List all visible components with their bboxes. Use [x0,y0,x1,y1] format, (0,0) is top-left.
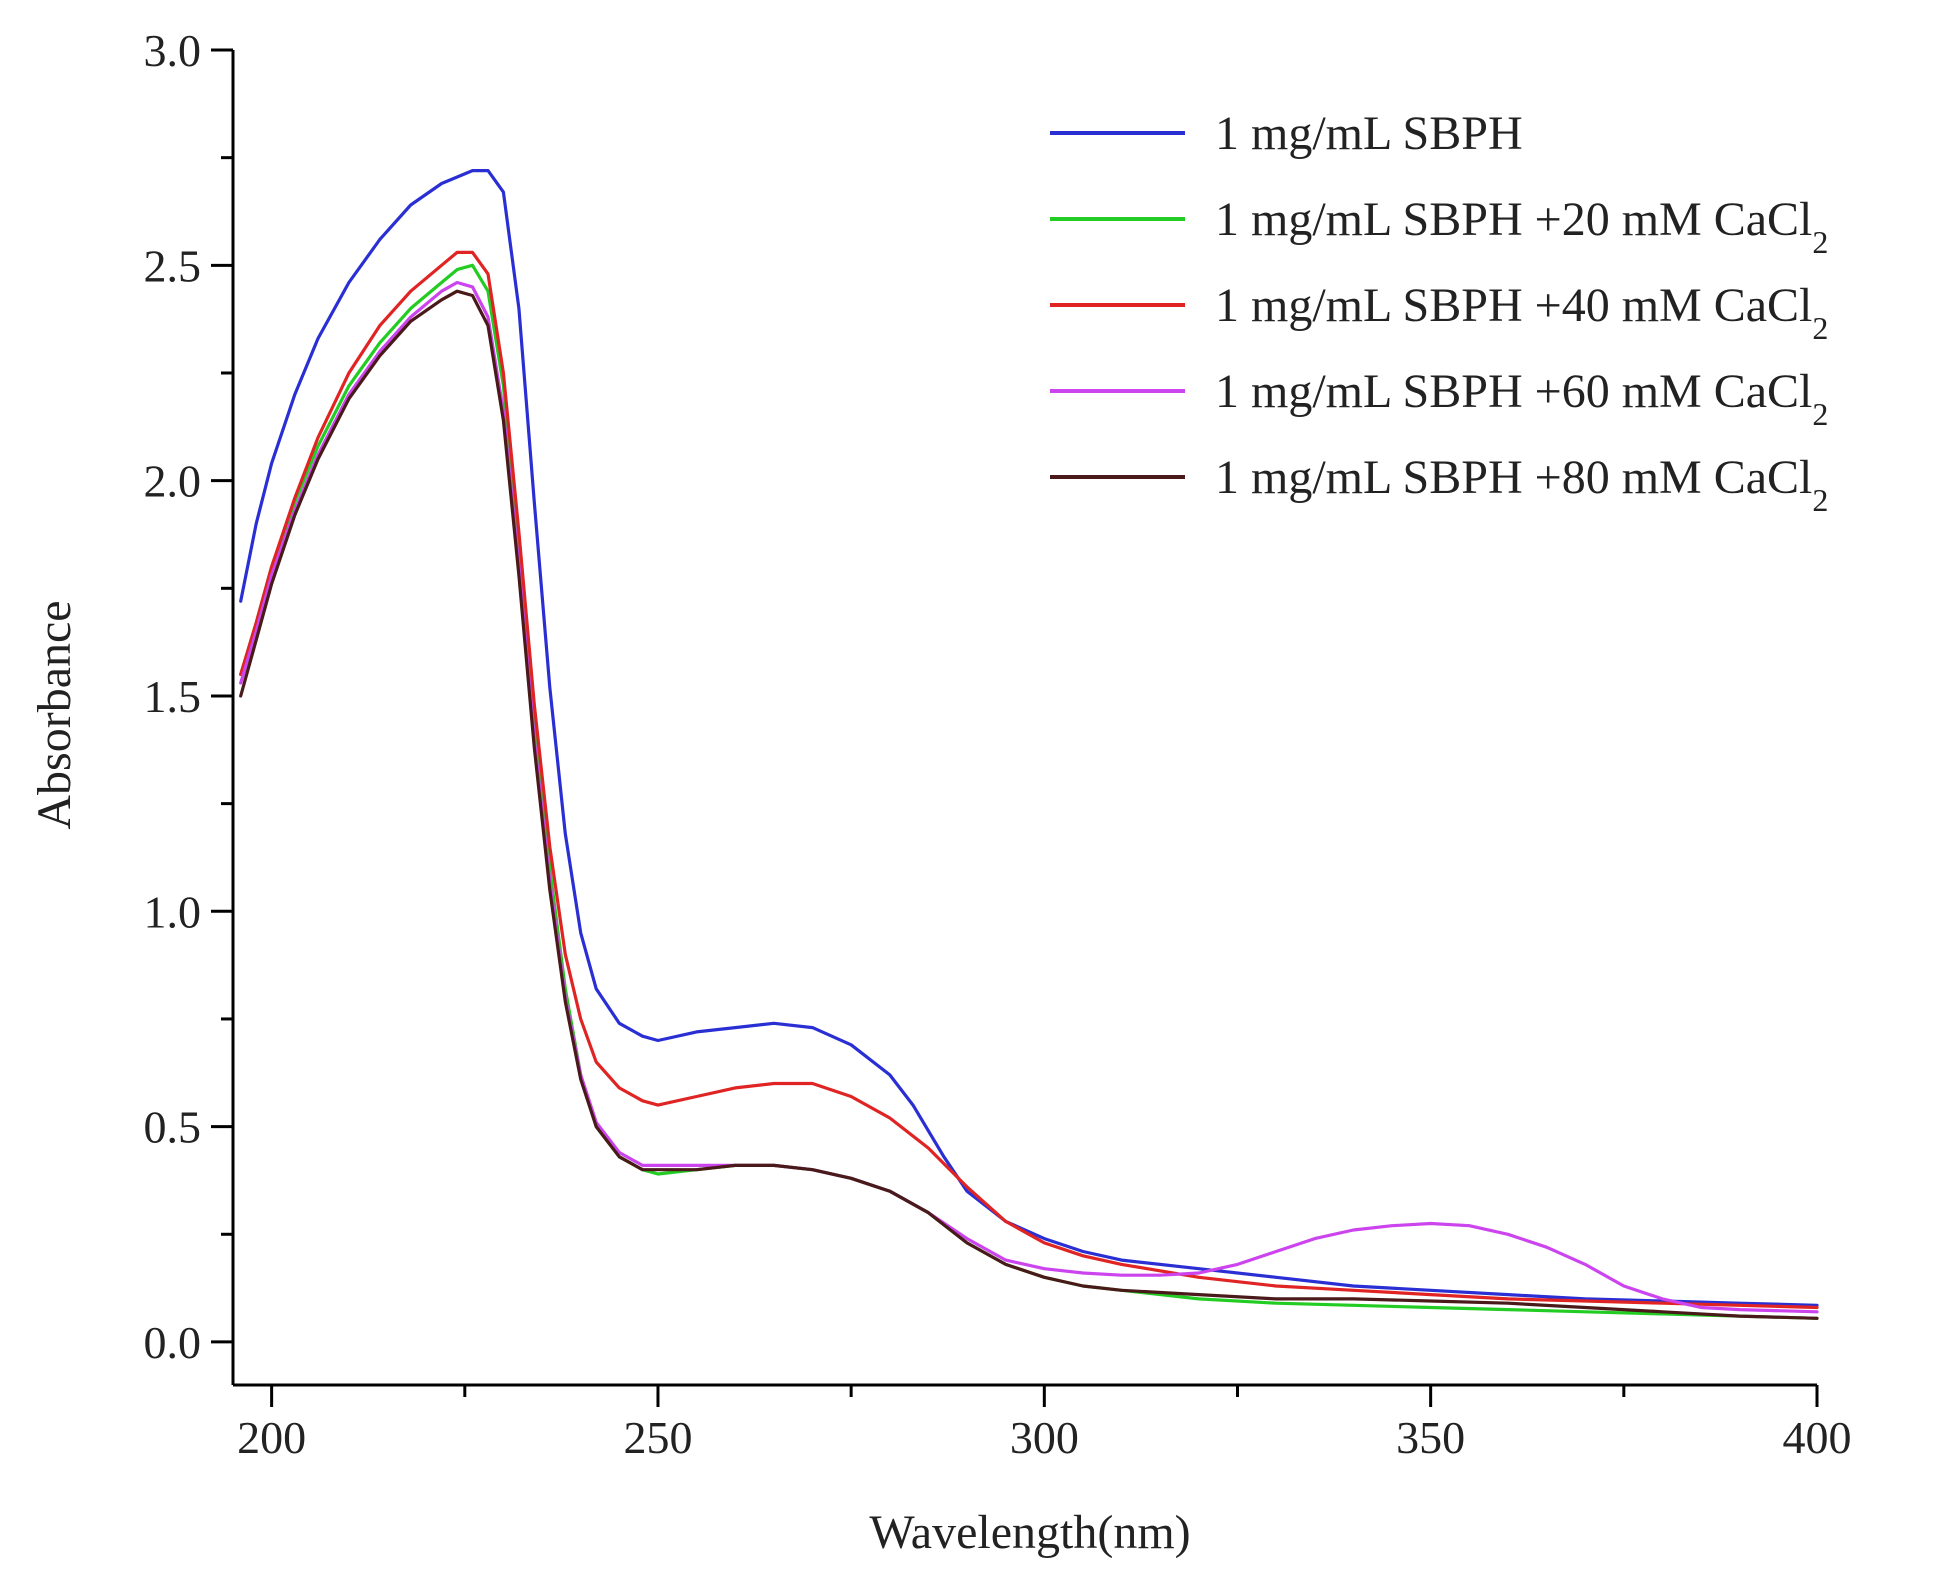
legend-label-4: 1 mg/mL SBPH +60 mM CaCl2 [1215,365,1828,432]
series-line-2 [239,263,1819,1320]
x-tick-label: 350 [1396,1412,1465,1463]
legend-label-text: 1 mg/mL SBPH +80 mM CaCl [1215,451,1812,504]
y-tick-label: 1.0 [144,886,202,937]
plot-lines [239,169,1819,1320]
series-line-3 [239,250,1819,1310]
y-tick-label: 1.5 [144,671,202,722]
legend-label-text: 1 mg/mL SBPH [1215,107,1523,160]
x-tick-label: 300 [1010,1412,1079,1463]
y-tick-label: 0.5 [144,1102,202,1153]
x-axis-title: Wavelength(nm) [869,1506,1190,1559]
legend-label-text: 1 mg/mL SBPH +40 mM CaCl [1215,279,1812,332]
y-tick-label: 2.0 [144,456,202,507]
x-tick-label: 400 [1783,1412,1852,1463]
legend-label-text: 1 mg/mL SBPH +20 mM CaCl [1215,193,1812,246]
y-tick-label: 0.0 [144,1317,202,1368]
y-tick-label: 3.0 [144,25,202,76]
series-line-5 [239,289,1819,1320]
y-axis-title: Absorbance [28,600,81,829]
y-tick-label: 2.5 [144,240,202,291]
legend-label-2: 1 mg/mL SBPH +20 mM CaCl2 [1215,193,1828,260]
legend-label-subscript: 2 [1812,224,1828,260]
legend-label-text: 1 mg/mL SBPH +60 mM CaCl [1215,365,1812,418]
legend-label-subscript: 2 [1812,396,1828,432]
legend-label-3: 1 mg/mL SBPH +40 mM CaCl2 [1215,279,1828,346]
x-tick-label: 250 [623,1412,692,1463]
axes: 0.0 0.5 1.0 1.5 2.0 2.5 3.0 200 250 300 350 400 [144,25,1852,1463]
x-tick-label: 200 [237,1412,306,1463]
legend-label-subscript: 2 [1812,482,1828,518]
legend-label-5: 1 mg/mL SBPH +80 mM CaCl2 [1215,451,1828,518]
legend-label-subscript: 2 [1812,310,1828,346]
series-line-1 [239,169,1819,1307]
legend-label-1: 1 mg/mL SBPH [1215,107,1523,160]
